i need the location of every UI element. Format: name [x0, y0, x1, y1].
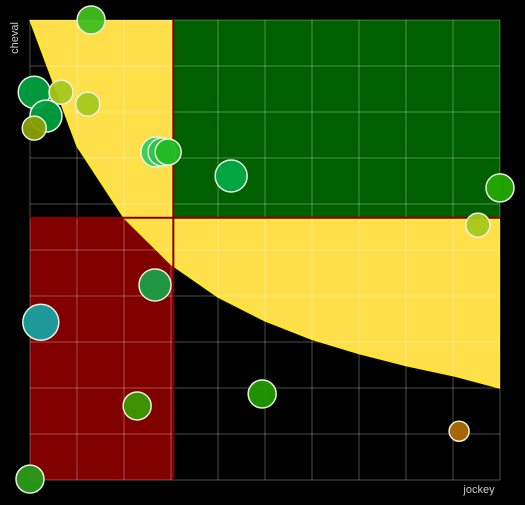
bubble: [465, 212, 491, 238]
bubble: [48, 79, 74, 105]
low-region: [30, 217, 174, 481]
bubble: [154, 138, 182, 166]
x-axis-label: jockey: [462, 484, 495, 496]
bubble: [485, 173, 515, 203]
bubble: [75, 91, 101, 117]
bubble: [214, 159, 248, 193]
bubble: [247, 379, 277, 409]
bubble: [22, 303, 60, 341]
bubble: [15, 464, 45, 494]
bubble: [122, 391, 152, 421]
y-axis-label: cheval: [9, 22, 21, 54]
bubble: [138, 268, 172, 302]
bubble: [448, 420, 470, 442]
bubble: [76, 5, 106, 35]
bubble: [21, 115, 47, 141]
threshold-curve: [29, 19, 501, 389]
